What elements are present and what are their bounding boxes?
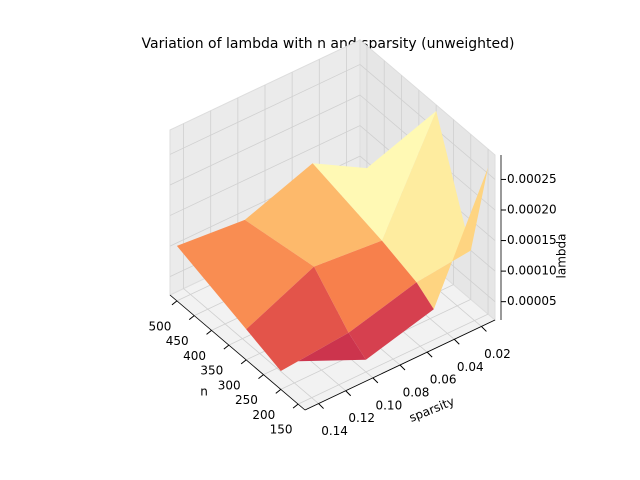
x-tick <box>275 388 282 394</box>
x-tick <box>206 329 212 335</box>
y-tick <box>426 351 433 358</box>
x-tick-label: 250 <box>235 393 258 407</box>
x-tick <box>223 344 230 350</box>
y-tick-label: 0.02 <box>484 347 511 361</box>
x-axis-line <box>169 294 306 411</box>
surface-face <box>348 282 434 360</box>
z-tick-label: 0.00005 <box>507 294 557 308</box>
x-tick <box>258 374 264 380</box>
grid-line <box>169 64 361 155</box>
x-tick-label: 450 <box>166 334 189 348</box>
y-tick-label: 0.04 <box>457 360 484 374</box>
y-axis-line <box>304 319 496 411</box>
x-tick-label: 350 <box>200 364 223 378</box>
surface-face <box>244 163 382 267</box>
x-tick-label: 150 <box>270 423 293 437</box>
surface-face <box>416 167 489 310</box>
z-tick-label: 0.00015 <box>507 233 557 247</box>
z-axis-label: lambda <box>555 234 569 279</box>
y-tick <box>453 338 460 345</box>
y-tick-label: 0.10 <box>375 398 402 412</box>
y-tick <box>345 390 352 397</box>
grid-line <box>183 288 319 404</box>
x-tick-label: 400 <box>183 349 206 363</box>
x-tick <box>292 403 299 409</box>
x-tick-label: 200 <box>252 408 275 422</box>
grid-line <box>169 125 361 216</box>
surface-face <box>246 266 349 371</box>
y-tick-label: 0.14 <box>321 424 348 438</box>
chart-title: Variation of lambda with n and sparsity … <box>142 36 515 52</box>
x-tick-label: 300 <box>218 378 241 392</box>
z-tick-label: 0.00010 <box>507 264 557 278</box>
surface-face <box>176 219 314 330</box>
y-tick <box>318 403 324 409</box>
x-tick <box>171 300 178 306</box>
surface-face <box>280 332 366 371</box>
grid-line <box>169 94 361 186</box>
surface-face <box>314 240 417 333</box>
z-tick-label: 0.00020 <box>507 203 557 217</box>
x-tick-label: 500 <box>148 319 171 333</box>
y-tick-label: 0.06 <box>430 373 457 387</box>
surface-face <box>381 111 471 283</box>
y-tick <box>372 377 379 384</box>
x-tick <box>188 315 195 321</box>
y-tick <box>481 326 487 332</box>
y-tick <box>399 364 406 371</box>
y-tick-label: 0.08 <box>403 386 430 400</box>
z-tick-label: 0.00025 <box>507 172 557 186</box>
x-tick <box>240 359 247 365</box>
x-axis-label: n <box>200 385 208 399</box>
surface-face <box>312 111 437 241</box>
y-tick-label: 0.12 <box>348 411 375 425</box>
